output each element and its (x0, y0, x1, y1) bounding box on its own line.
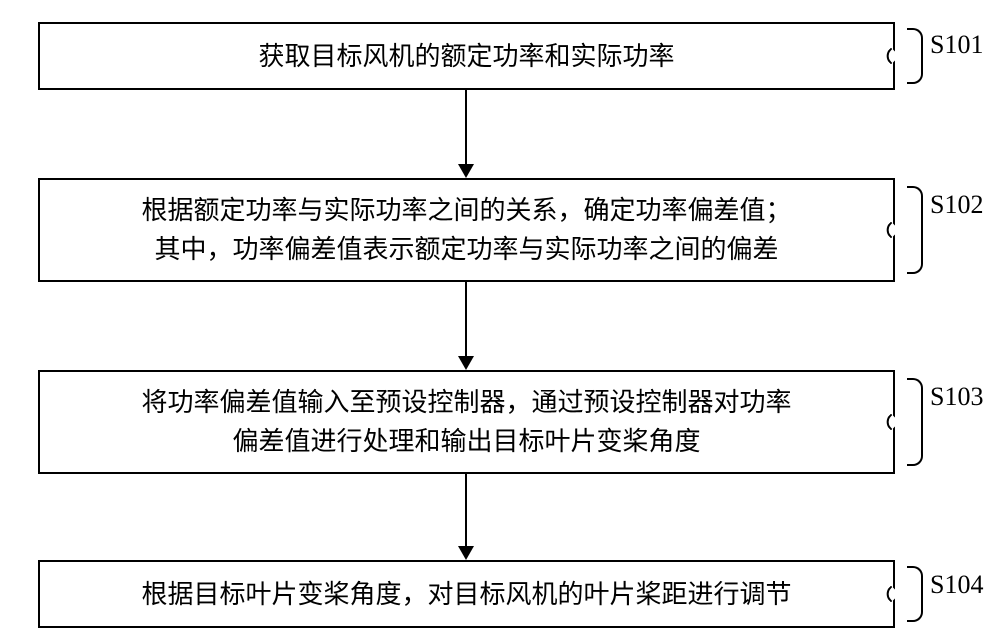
step-box-s104: 根据目标叶片变桨角度，对目标风机的叶片桨距进行调节 (38, 560, 895, 628)
brace-s101 (895, 28, 923, 84)
step-box-s103: 将功率偏差值输入至预设控制器，通过预设控制器对功率 偏差值进行处理和输出目标叶片… (38, 370, 895, 474)
step-text-s101: 获取目标风机的额定功率和实际功率 (258, 37, 674, 76)
step-text-s103: 将功率偏差值输入至预设控制器，通过预设控制器对功率 偏差值进行处理和输出目标叶片… (141, 383, 791, 461)
step-label-s102: S102 (930, 190, 983, 220)
arrow-s102-s103 (465, 282, 467, 356)
step-box-s101: 获取目标风机的额定功率和实际功率 (38, 22, 895, 90)
arrow-head-s101-s102 (458, 164, 474, 178)
arrow-s101-s102 (465, 90, 467, 164)
brace-s102 (895, 186, 923, 274)
brace-s103 (895, 378, 923, 466)
step-label-s101: S101 (930, 30, 983, 60)
brace-s104 (895, 566, 923, 622)
step-text-s102: 根据额定功率与实际功率之间的关系，确定功率偏差值； 其中，功率偏差值表示额定功率… (141, 191, 791, 269)
arrow-head-s102-s103 (458, 356, 474, 370)
arrow-head-s103-s104 (458, 546, 474, 560)
step-box-s102: 根据额定功率与实际功率之间的关系，确定功率偏差值； 其中，功率偏差值表示额定功率… (38, 178, 895, 282)
step-text-s104: 根据目标叶片变桨角度，对目标风机的叶片桨距进行调节 (141, 575, 791, 614)
step-label-s103: S103 (930, 382, 983, 412)
flowchart-canvas: 获取目标风机的额定功率和实际功率 S101 根据额定功率与实际功率之间的关系，确… (0, 0, 1000, 639)
step-label-s104: S104 (930, 570, 983, 600)
arrow-s103-s104 (465, 474, 467, 546)
